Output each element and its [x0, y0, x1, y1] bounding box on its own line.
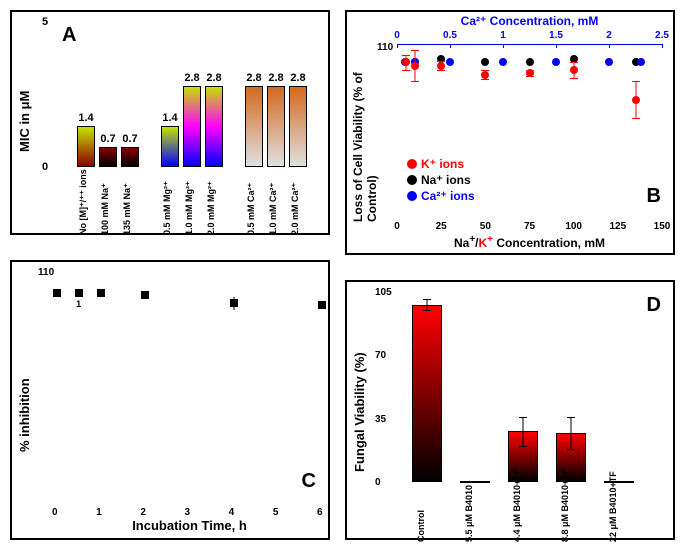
panel-b: BLoss of Cell Viability (% of Control)Ca…: [345, 10, 675, 255]
panel-d: DFungal Viability (%)03570105Control5.5 …: [345, 280, 675, 540]
panel-a: AMIC in μM051.4No [M]⁺/⁺⁺ ions0.7100 mM …: [10, 10, 330, 235]
panel-c: C% inhibitionIncubation Time, h110012345…: [10, 260, 330, 540]
